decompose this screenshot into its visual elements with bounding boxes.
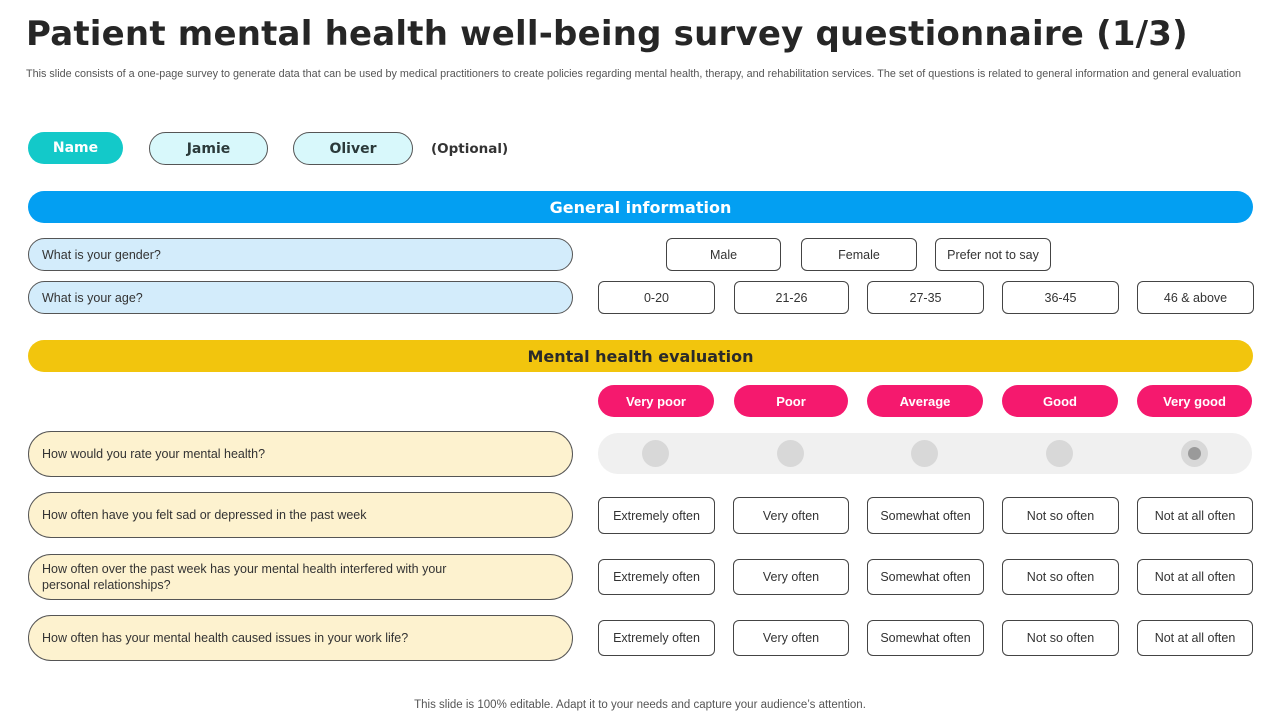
footer-note: This slide is 100% editable. Adapt it to… <box>414 699 866 711</box>
frequency-option[interactable]: Not so often <box>1002 497 1119 534</box>
first-name-field[interactable]: Jamie <box>149 132 268 165</box>
sad-depressed-question: How often have you felt sad or depressed… <box>28 492 573 538</box>
age-option[interactable]: 27-35 <box>867 281 984 314</box>
age-option[interactable]: 36-45 <box>1002 281 1119 314</box>
rating-label-good: Good <box>1002 385 1118 417</box>
rating-radio-average[interactable] <box>911 440 938 467</box>
frequency-option[interactable]: Somewhat often <box>867 497 984 534</box>
frequency-option[interactable]: Not so often <box>1002 620 1119 656</box>
frequency-option[interactable]: Very often <box>733 559 849 595</box>
frequency-option[interactable]: Extremely often <box>598 559 715 595</box>
page-title: Patient mental health well-being survey … <box>26 14 1188 54</box>
rating-label-very-poor: Very poor <box>598 385 714 417</box>
frequency-option[interactable]: Very often <box>733 497 849 534</box>
frequency-option[interactable]: Not so often <box>1002 559 1119 595</box>
general-information-header: General information <box>28 191 1253 223</box>
frequency-option[interactable]: Somewhat often <box>867 620 984 656</box>
age-question: What is your age? <box>28 281 573 314</box>
relationships-question: How often over the past week has your me… <box>28 554 573 600</box>
mental-health-rating-question: How would you rate your mental health? <box>28 431 573 477</box>
gender-option-female[interactable]: Female <box>801 238 917 271</box>
frequency-option[interactable]: Not at all often <box>1137 497 1253 534</box>
page-subtitle: This slide consists of a one-page survey… <box>26 68 1241 80</box>
age-option[interactable]: 46 & above <box>1137 281 1254 314</box>
work-life-question: How often has your mental health caused … <box>28 615 573 661</box>
name-label: Name <box>28 132 123 164</box>
rating-label-very-good: Very good <box>1137 385 1252 417</box>
frequency-option[interactable]: Not at all often <box>1137 620 1253 656</box>
gender-option-prefer-not-to-say[interactable]: Prefer not to say <box>935 238 1051 271</box>
mental-health-evaluation-header: Mental health evaluation <box>28 340 1253 372</box>
gender-option-male[interactable]: Male <box>666 238 781 271</box>
frequency-option[interactable]: Extremely often <box>598 620 715 656</box>
last-name-field[interactable]: Oliver <box>293 132 413 165</box>
frequency-option[interactable]: Somewhat often <box>867 559 984 595</box>
rating-label-poor: Poor <box>734 385 848 417</box>
rating-radio-very-good[interactable] <box>1181 440 1208 467</box>
frequency-option[interactable]: Very often <box>733 620 849 656</box>
gender-question: What is your gender? <box>28 238 573 271</box>
frequency-option[interactable]: Not at all often <box>1137 559 1253 595</box>
rating-label-average: Average <box>867 385 983 417</box>
rating-radio-poor[interactable] <box>777 440 804 467</box>
rating-radio-good[interactable] <box>1046 440 1073 467</box>
rating-radio-very-poor[interactable] <box>642 440 669 467</box>
age-option[interactable]: 0-20 <box>598 281 715 314</box>
age-option[interactable]: 21-26 <box>734 281 849 314</box>
frequency-option[interactable]: Extremely often <box>598 497 715 534</box>
optional-note: (Optional) <box>431 141 509 157</box>
